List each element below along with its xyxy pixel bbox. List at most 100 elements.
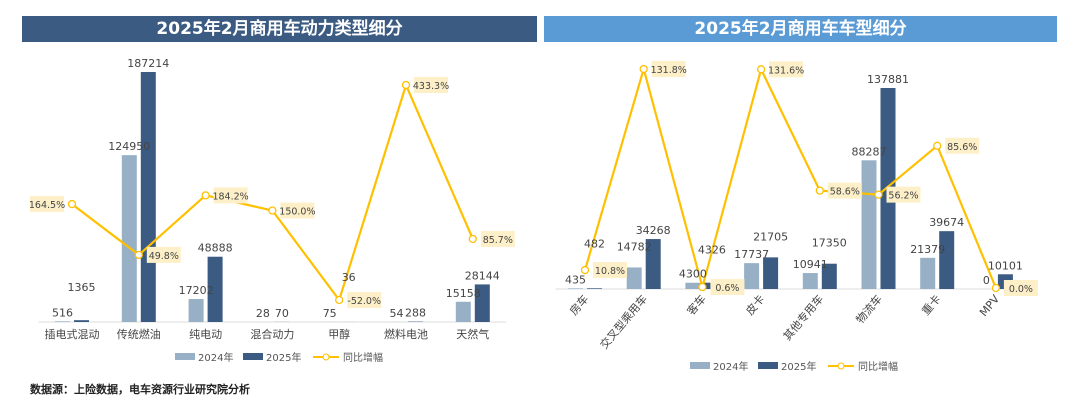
yoy-point bbox=[201, 191, 210, 200]
yoy-label-bg bbox=[1003, 280, 1038, 296]
legend-label-2025: 2025年 bbox=[266, 351, 301, 364]
yoy-label-bg bbox=[414, 77, 448, 93]
yoy-point bbox=[401, 80, 411, 90]
yoy-label: 10.8% bbox=[595, 266, 625, 277]
yoy-label: 131.8% bbox=[651, 65, 687, 76]
bar-2024 bbox=[121, 155, 137, 322]
bar-2025 bbox=[645, 239, 661, 289]
bar-value-label: 17202 bbox=[179, 284, 214, 297]
yoy-point bbox=[134, 250, 143, 260]
legend-marker-yoy bbox=[837, 362, 845, 370]
bar-value-label: 1365 bbox=[68, 281, 96, 294]
yoy-label-bg bbox=[30, 196, 64, 213]
category-label: 纯电动 bbox=[189, 328, 222, 341]
yoy-label-bg bbox=[827, 182, 862, 199]
bar-value-label: 39674 bbox=[929, 216, 964, 229]
legend-label-2024: 2024年 bbox=[713, 360, 748, 373]
category-label: 混合动力 bbox=[250, 327, 294, 341]
yoy-point bbox=[756, 65, 766, 74]
bar-2024 bbox=[626, 267, 642, 289]
yoy-point bbox=[639, 64, 648, 74]
yoy-label-bg bbox=[769, 61, 804, 78]
category-label: 其他专用车 bbox=[780, 292, 826, 343]
yoy-point bbox=[933, 141, 942, 150]
bar-2024 bbox=[568, 288, 583, 289]
yoy-label: 0.6% bbox=[715, 283, 739, 294]
yoy-label: -52.0% bbox=[347, 296, 381, 307]
yoy-label-bg bbox=[710, 279, 745, 296]
bar-value-label: 4300 bbox=[679, 268, 707, 281]
yoy-label: 58.6% bbox=[830, 187, 860, 198]
yoy-label-bg bbox=[480, 230, 515, 247]
bar-value-label: 75 bbox=[323, 307, 337, 320]
legend-swatch-2025 bbox=[758, 362, 778, 369]
category-label: 房车 bbox=[566, 292, 591, 318]
yoy-point bbox=[874, 190, 883, 199]
bar-value-label: 4326 bbox=[698, 244, 726, 257]
legend-swatch-2024 bbox=[175, 353, 195, 360]
bar-2024 bbox=[685, 282, 701, 289]
yoy-point bbox=[815, 186, 824, 195]
yoy-label-bg bbox=[945, 137, 980, 154]
bar-value-label: 54 bbox=[390, 307, 404, 320]
bar-2025 bbox=[474, 284, 490, 322]
bar-value-label: 137881 bbox=[867, 73, 909, 86]
legend-label-2024: 2024年 bbox=[198, 351, 233, 364]
bar-value-label: 15158 bbox=[446, 287, 481, 300]
category-label: 天然气 bbox=[456, 327, 489, 341]
bar-value-label: 14782 bbox=[617, 240, 652, 253]
bar-value-label: 17737 bbox=[734, 248, 769, 261]
yoy-point bbox=[468, 234, 477, 244]
bar-value-label: 10101 bbox=[988, 259, 1023, 272]
bar-value-label: 288 bbox=[405, 307, 426, 320]
bar-2024 bbox=[744, 263, 760, 289]
yoy-point bbox=[67, 199, 77, 209]
yoy-label: 85.6% bbox=[947, 142, 977, 153]
yoy-line bbox=[583, 64, 997, 292]
yoy-label: 433.3% bbox=[413, 81, 449, 92]
bar-value-label: 70 bbox=[275, 307, 289, 320]
yoy-label: 56.2% bbox=[888, 191, 918, 202]
bar-value-label: 36 bbox=[342, 271, 356, 284]
yoy-label: 49.8% bbox=[149, 251, 179, 262]
yoy-label-bg bbox=[651, 61, 686, 77]
bar-2024 bbox=[802, 273, 818, 289]
category-label: 物流车 bbox=[853, 292, 885, 326]
bar-2025 bbox=[763, 257, 779, 289]
yoy-label: 0.0% bbox=[1009, 284, 1033, 295]
bar-2025 bbox=[587, 288, 602, 289]
legend-label-yoy: 同比增幅 bbox=[343, 351, 383, 364]
data-source: 数据源：上险数据，电车资源行业研究院分析 bbox=[30, 383, 250, 396]
category-label: 燃料电池 bbox=[384, 327, 428, 341]
bar-value-label: 21705 bbox=[753, 230, 788, 243]
yoy-point bbox=[991, 283, 1001, 293]
bar-2024 bbox=[55, 321, 70, 322]
bar-value-label: 516 bbox=[52, 306, 73, 319]
bar-value-label: 17350 bbox=[812, 237, 847, 250]
bar-2024 bbox=[861, 160, 877, 289]
yoy-point bbox=[698, 282, 707, 292]
yoy-label-bg bbox=[886, 186, 921, 203]
bar-2025 bbox=[821, 263, 837, 289]
bar-value-label: 88287 bbox=[852, 145, 887, 158]
category-label: 传统燃油 bbox=[117, 327, 161, 341]
bar-value-label: 21379 bbox=[910, 243, 945, 256]
yoy-point bbox=[268, 206, 277, 215]
legend-swatch-2024 bbox=[690, 362, 710, 369]
yoy-label-bg bbox=[280, 202, 315, 219]
bar-value-label: 28 bbox=[256, 307, 270, 320]
yoy-label: 150.0% bbox=[279, 207, 315, 218]
yoy-point bbox=[580, 265, 590, 275]
yoy-label: 184.2% bbox=[212, 191, 248, 202]
legend-marker-yoy bbox=[322, 353, 330, 361]
yoy-label: 85.7% bbox=[483, 235, 513, 246]
yoy-label: 164.5% bbox=[29, 200, 65, 211]
bar-2024 bbox=[920, 257, 936, 289]
category-label: 插电式混动 bbox=[45, 327, 100, 341]
left-chart-title: 2025年2月商用车动力类型细分 bbox=[22, 16, 537, 42]
right-chart-title: 2025年2月商用车车型细分 bbox=[544, 16, 1057, 42]
bar-2024 bbox=[188, 299, 204, 322]
category-label: 重卡 bbox=[919, 292, 944, 318]
bar-value-label: 28144 bbox=[465, 269, 500, 282]
